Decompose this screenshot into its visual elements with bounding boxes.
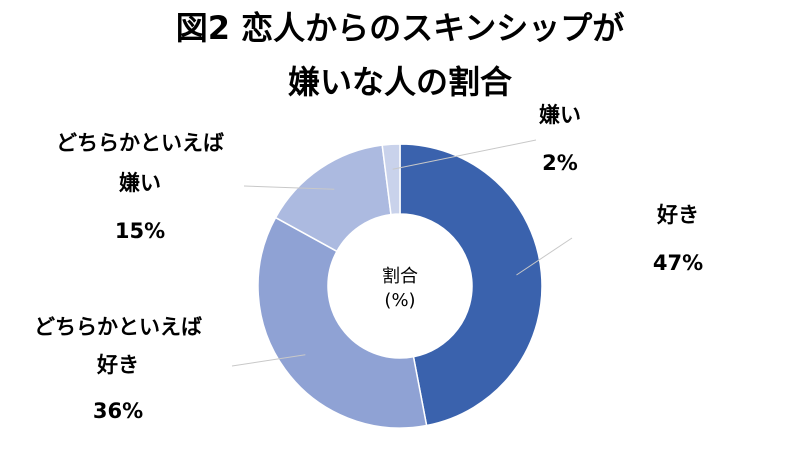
label-somewhat-dislike-pct: 15% [115,219,165,243]
center-label-line-1: 割合 [382,266,418,287]
label-kirai-name: 嫌い [539,103,581,127]
label-somewhat-dislike-name-2: 嫌い [119,171,161,195]
label-somewhat-dislike-name-1: どちらかといえば [56,131,224,155]
label-somewhat-like-name-2: 好き [96,353,139,377]
leader-line-kirai [392,139,537,170]
label-somewhat-like-name-1: どちらかといえば [34,315,202,339]
label-suki-name: 好き [656,203,699,227]
leader-line-somewhat-dislike [243,185,335,190]
label-suki-pct: 47% [653,251,703,275]
slice-kirai [381,143,401,216]
slice-suki [399,143,543,427]
leader-line-suki [516,237,573,276]
label-somewhat-like-pct: 36% [93,399,143,423]
chart-title-line-2: 嫌いな人の割合 [287,63,512,101]
label-kirai-pct: 2% [542,151,578,175]
slice-somewhat-like [257,216,428,429]
center-label-line-2: (%) [384,290,415,311]
leader-line-somewhat-like [231,354,306,367]
chart-title-line-1: 図2 恋人からのスキンシップが [175,9,625,47]
